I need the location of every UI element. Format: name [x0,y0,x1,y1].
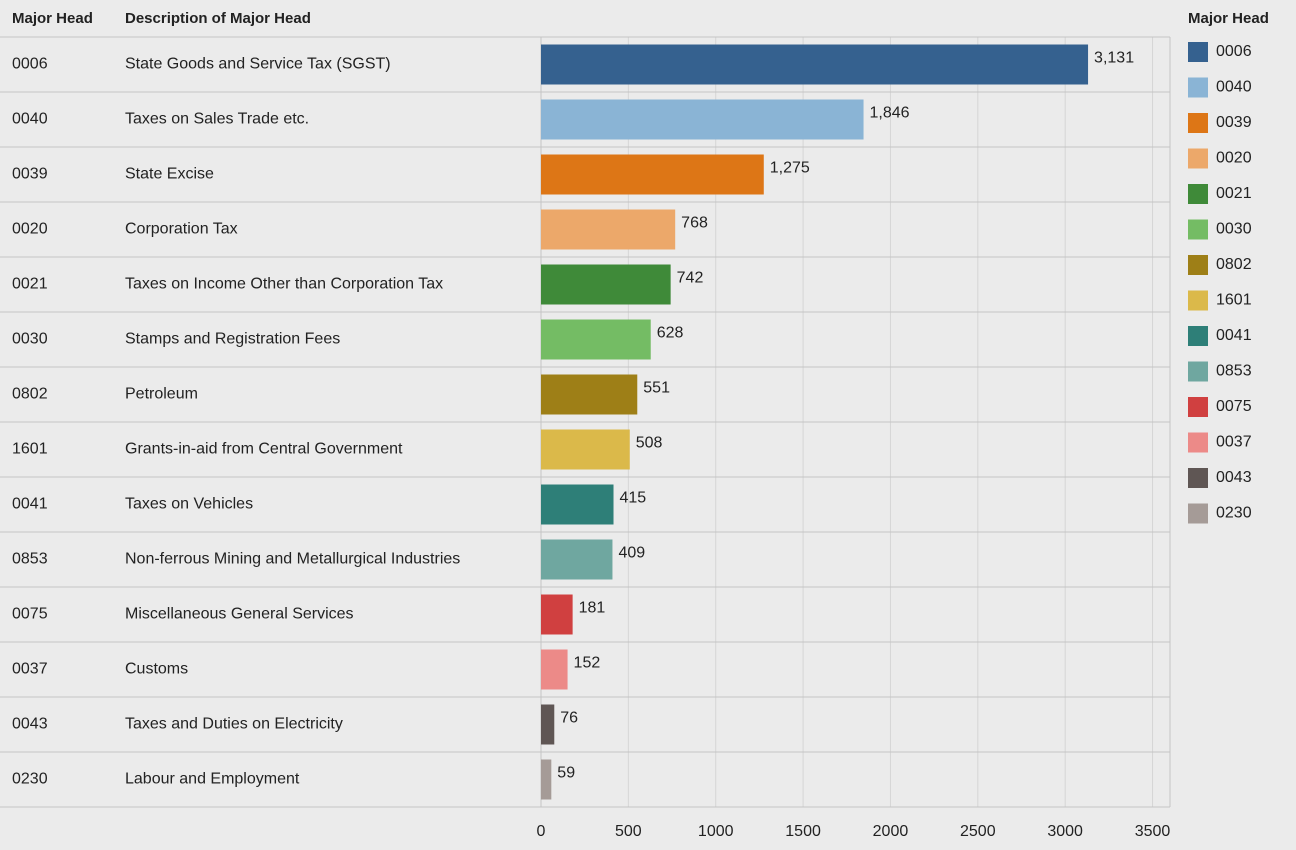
legend-label: 0230 [1216,505,1252,522]
legend-swatch [1188,326,1208,346]
bar [541,44,1089,85]
data-label: 1,846 [870,105,910,122]
legend-label: 0802 [1216,256,1252,273]
data-label: 628 [657,325,684,342]
legend-label: 0021 [1216,185,1252,202]
column-header: Major Head [12,10,93,27]
row-code: 0020 [12,221,48,238]
row-description: Grants-in-aid from Central Government [125,441,403,458]
row-code: 0030 [12,331,48,348]
bar [541,264,671,305]
legend-label: 0853 [1216,363,1252,380]
data-label: 59 [557,765,575,782]
row-description: Petroleum [125,386,198,403]
legend-swatch [1188,42,1208,62]
legend-label: 0040 [1216,79,1252,96]
legend-swatch [1188,361,1208,382]
x-tick-label: 3500 [1135,823,1171,840]
row-code: 0006 [12,56,48,73]
legend-swatch [1188,184,1208,204]
row-code: 0075 [12,606,48,623]
legend-swatch [1188,432,1208,453]
bar [541,374,638,415]
data-label: 181 [579,600,606,617]
legend-label: 0075 [1216,398,1252,415]
row-description: Corporation Tax [125,221,238,238]
legend-label: 0037 [1216,434,1252,451]
data-label: 76 [560,710,578,727]
bar [541,704,555,745]
x-tick-label: 2000 [873,823,909,840]
legend-label: 0006 [1216,43,1252,60]
legend-label: 1601 [1216,292,1252,309]
bar [541,484,614,525]
legend-title: Major Head [1188,10,1269,27]
row-description: State Goods and Service Tax (SGST) [125,56,391,73]
legend-label: 0039 [1216,114,1252,131]
legend-swatch [1188,503,1208,524]
row-description: Stamps and Registration Fees [125,331,340,348]
data-label: 742 [677,270,704,287]
data-label: 3,131 [1094,50,1134,67]
bar [541,429,630,470]
data-label: 551 [643,380,670,397]
row-code: 1601 [12,441,48,458]
row-code: 0802 [12,386,48,403]
legend-label: 0043 [1216,469,1252,486]
row-code: 0021 [12,276,48,293]
bar [541,209,676,250]
row-description: Taxes on Sales Trade etc. [125,111,309,128]
data-label: 1,275 [770,160,810,177]
bar [541,99,864,140]
bar [541,594,573,635]
legend-swatch [1188,77,1208,98]
data-label: 409 [618,545,645,562]
legend-swatch [1188,255,1208,275]
row-description: Miscellaneous General Services [125,606,354,623]
data-label: 415 [620,490,647,507]
data-label: 768 [681,215,708,232]
row-description: Non-ferrous Mining and Metallurgical Ind… [125,551,460,568]
column-header: Description of Major Head [125,10,311,27]
data-label: 508 [636,435,663,452]
bar [541,539,613,580]
legend-swatch [1188,148,1208,169]
row-code: 0230 [12,771,48,788]
legend-swatch [1188,113,1208,133]
x-tick-label: 3000 [1047,823,1083,840]
row-code: 0039 [12,166,48,183]
bar [541,759,552,800]
x-tick-label: 1000 [698,823,734,840]
legend-label: 0041 [1216,327,1252,344]
legend-label: 0030 [1216,221,1252,238]
bar [541,154,764,195]
row-description: Taxes on Income Other than Corporation T… [125,276,443,293]
legend-swatch [1188,219,1208,240]
row-description: Customs [125,661,188,678]
legend-label: 0020 [1216,150,1252,167]
row-code: 0040 [12,111,48,128]
bar [541,649,568,690]
row-description: Taxes and Duties on Electricity [125,716,343,733]
row-description: Labour and Employment [125,771,300,788]
row-description: State Excise [125,166,214,183]
legend-swatch [1188,397,1208,417]
x-tick-label: 1500 [785,823,821,840]
data-label: 152 [574,655,601,672]
bar [541,319,651,360]
legend-swatch [1188,468,1208,488]
x-tick-label: 2500 [960,823,996,840]
row-code: 0853 [12,551,48,568]
row-description: Taxes on Vehicles [125,496,253,513]
x-tick-label: 500 [615,823,642,840]
row-code: 0041 [12,496,48,513]
legend-swatch [1188,290,1208,311]
row-code: 0043 [12,716,48,733]
row-code: 0037 [12,661,48,678]
x-tick-label: 0 [537,823,546,840]
